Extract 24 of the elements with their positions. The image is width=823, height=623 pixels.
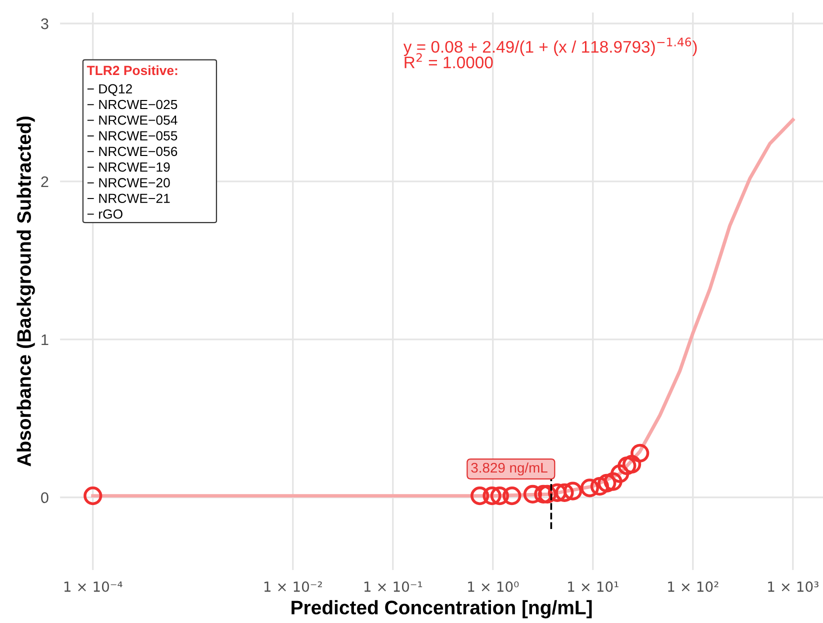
y-tick-label: 0 — [41, 492, 48, 504]
annotation: − NRCWE−19 — [87, 162, 170, 172]
x-tick-label: 1 × 10⁻¹ — [364, 581, 422, 592]
x-tick-label: 1 × 10¹ — [568, 581, 618, 592]
annotation: − NRCWE−054 — [87, 115, 178, 125]
ref-line-label: 3.829 ng/mL — [471, 462, 548, 476]
y-tick-label: 3 — [41, 18, 48, 30]
annotation: − DQ12 — [87, 84, 132, 96]
annotation: − NRCWE−055 — [87, 131, 178, 140]
y-tick-label: 2 — [41, 176, 48, 188]
annotation: − NRCWE−025 — [87, 100, 178, 110]
x-tick-label: 1 × 10⁻⁴ — [64, 581, 122, 592]
x-tick-label: 1 × 10³ — [768, 581, 818, 592]
y-axis-title: Absorbance (Background Subtracted) — [16, 116, 35, 466]
y-tick-label: 1 — [42, 334, 48, 345]
annotation: − NRCWE−20 — [87, 178, 170, 188]
annotation: − NRCWE−21 — [87, 194, 170, 204]
x-tick-label: 1 × 10² — [668, 581, 718, 592]
x-axis-title: Predicted Concentration [ng/mL] — [292, 600, 592, 618]
x-tick-label: 1 × 10⁻² — [264, 581, 322, 592]
x-tick-label: 1 × 10⁰ — [468, 581, 519, 592]
legend-title: TLR2 Positive: — [86, 65, 178, 76]
annotation: − NRCWE−056 — [87, 146, 178, 156]
annotation: − rGO — [87, 209, 122, 219]
